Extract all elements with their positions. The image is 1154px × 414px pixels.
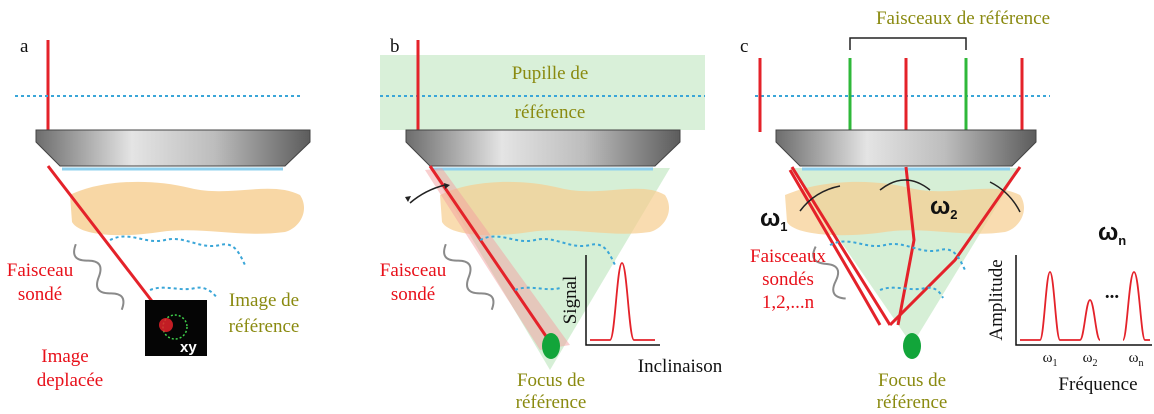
x-tick-label: ω1 <box>1043 350 1058 369</box>
x-axis-label: Inclinaison <box>638 356 723 377</box>
wavefront-dashed <box>110 236 245 265</box>
probe-beam-label: sondé <box>391 284 435 305</box>
panel-label: a <box>20 36 29 57</box>
inset-label: xy <box>180 339 197 356</box>
ellipsis: ... <box>1105 282 1119 303</box>
reference-image-label: référence <box>229 316 300 337</box>
panel-a: a xy Faisceau sondé Image de référence I… <box>7 36 310 391</box>
mode-label: ωn <box>1098 219 1126 248</box>
aberration-layer <box>70 182 304 235</box>
x-tick-label: ω2 <box>1083 350 1098 369</box>
diagram: a xy Faisceau sondé Image de référence I… <box>0 0 1154 414</box>
reference-image-label: Image de <box>229 290 299 311</box>
image-inset <box>145 300 207 356</box>
x-tick-label: ωn <box>1129 350 1144 369</box>
wavefront-dashed <box>150 288 217 298</box>
x-axis-label: Fréquence <box>1058 374 1137 395</box>
reference-beams-label: Faisceaux de référence <box>876 8 1050 29</box>
probe-beams-label: 1,2,...n <box>762 292 815 313</box>
probe-beam-label: Faisceau <box>7 260 74 281</box>
pupil-label: référence <box>515 102 586 123</box>
aberration-layer <box>785 182 1024 235</box>
focus-label: Focus de <box>878 370 946 391</box>
displaced-image-label: Image <box>41 346 88 367</box>
displaced-spot <box>159 318 173 332</box>
probe-beams-label: Faisceaux <box>750 246 826 267</box>
y-axis-label: Amplitude <box>986 259 1007 340</box>
panel-c: c Faisceaux de référence ω1 ω2 ωn Faisce… <box>740 8 1152 413</box>
probe-beam-label: Faisceau <box>380 260 447 281</box>
wavefront <box>70 240 128 314</box>
focus-label: Focus de <box>517 370 585 391</box>
objective-lens <box>776 130 1036 166</box>
amplitude-peaks <box>1020 272 1100 340</box>
objective-lens <box>36 130 310 166</box>
panel-label: c <box>740 36 748 57</box>
objective-lens <box>406 130 680 166</box>
probe-beam-label: sondé <box>18 284 62 305</box>
focus-label: référence <box>877 392 948 413</box>
amplitude-peaks <box>1123 272 1150 340</box>
y-axis-label: Signal <box>560 276 581 325</box>
displaced-image-label: deplacée <box>37 370 103 391</box>
panel-b: b Pupille de référence Faisceau sondé Fo… <box>380 36 723 413</box>
panel-label: b <box>390 36 400 57</box>
reference-focus <box>903 333 921 359</box>
reference-focus <box>542 333 560 359</box>
probe-beams-label: sondés <box>762 269 814 290</box>
focus-label: référence <box>516 392 587 413</box>
mode-label: ω1 <box>760 205 788 234</box>
bracket <box>850 38 966 50</box>
pupil-label: Pupille de <box>512 63 589 84</box>
